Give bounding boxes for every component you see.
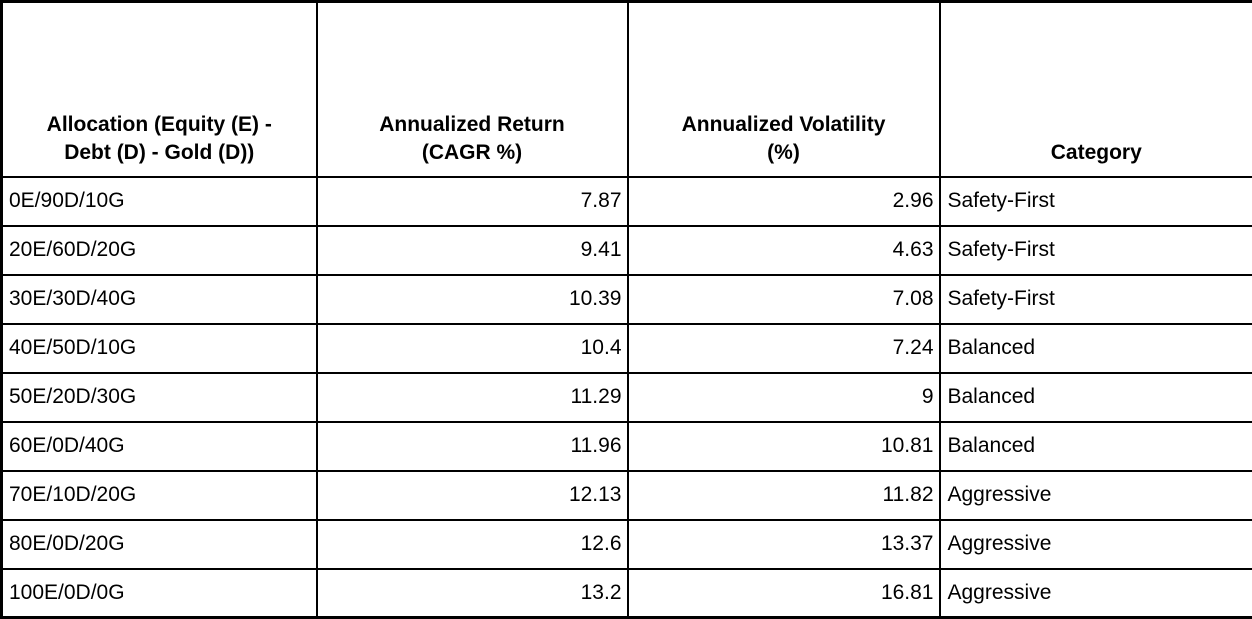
table-row: 70E/10D/20G 12.13 11.82 Aggressive	[2, 471, 1252, 520]
allocation-cell: 0E/90D/10G	[2, 177, 317, 226]
category-cell: Safety-First	[940, 275, 1252, 324]
table-row: 30E/30D/40G 10.39 7.08 Safety-First	[2, 275, 1252, 324]
table-row: 0E/90D/10G 7.87 2.96 Safety-First	[2, 177, 1252, 226]
annualized-return-cell: 10.39	[317, 275, 628, 324]
annualized-volatility-cell: 11.82	[628, 471, 940, 520]
category-cell: Balanced	[940, 324, 1252, 373]
table-row: 50E/20D/30G 11.29 9 Balanced	[2, 373, 1252, 422]
allocation-cell: 30E/30D/40G	[2, 275, 317, 324]
allocation-cell: 80E/0D/20G	[2, 520, 317, 569]
annualized-volatility-cell: 2.96	[628, 177, 940, 226]
header-line: Allocation (Equity (E) -	[9, 111, 310, 139]
annualized-volatility-cell: 13.37	[628, 520, 940, 569]
table-row: 100E/0D/0G 13.2 16.81 Aggressive	[2, 569, 1252, 618]
annualized-volatility-cell: 9	[628, 373, 940, 422]
annualized-return-cell: 9.41	[317, 226, 628, 275]
annualized-volatility-cell: 10.81	[628, 422, 940, 471]
table-row: 60E/0D/40G 11.96 10.81 Balanced	[2, 422, 1252, 471]
annualized-return-cell: 11.29	[317, 373, 628, 422]
allocation-cell: 40E/50D/10G	[2, 324, 317, 373]
annualized-return-cell: 12.13	[317, 471, 628, 520]
annualized-volatility-cell: 16.81	[628, 569, 940, 618]
annualized-return-cell: 7.87	[317, 177, 628, 226]
table-row: 40E/50D/10G 10.4 7.24 Balanced	[2, 324, 1252, 373]
allocation-cell: 50E/20D/30G	[2, 373, 317, 422]
header-line: Category	[947, 139, 1247, 167]
allocation-cell: 70E/10D/20G	[2, 471, 317, 520]
category-cell: Aggressive	[940, 471, 1252, 520]
header-line: Debt (D) - Gold (D))	[9, 139, 310, 167]
category-cell: Balanced	[940, 422, 1252, 471]
category-cell: Balanced	[940, 373, 1252, 422]
annualized-volatility-cell: 4.63	[628, 226, 940, 275]
annualized-volatility-cell: 7.08	[628, 275, 940, 324]
column-header-annualized-return: Annualized Return (CAGR %)	[317, 2, 628, 177]
table-row: 20E/60D/20G 9.41 4.63 Safety-First	[2, 226, 1252, 275]
header-line: (CAGR %)	[324, 139, 621, 167]
annualized-return-cell: 10.4	[317, 324, 628, 373]
header-row: Allocation (Equity (E) - Debt (D) - Gold…	[2, 2, 1252, 177]
category-cell: Safety-First	[940, 177, 1252, 226]
table-row: 80E/0D/20G 12.6 13.37 Aggressive	[2, 520, 1252, 569]
header-line: Annualized Volatility	[635, 111, 933, 139]
annualized-return-cell: 13.2	[317, 569, 628, 618]
category-cell: Aggressive	[940, 569, 1252, 618]
table-header: Allocation (Equity (E) - Debt (D) - Gold…	[2, 2, 1252, 177]
allocation-cell: 60E/0D/40G	[2, 422, 317, 471]
table-body: 0E/90D/10G 7.87 2.96 Safety-First 20E/60…	[2, 177, 1252, 618]
column-header-annualized-volatility: Annualized Volatility (%)	[628, 2, 940, 177]
annualized-return-cell: 11.96	[317, 422, 628, 471]
allocation-cell: 100E/0D/0G	[2, 569, 317, 618]
category-cell: Safety-First	[940, 226, 1252, 275]
column-header-allocation: Allocation (Equity (E) - Debt (D) - Gold…	[2, 2, 317, 177]
annualized-volatility-cell: 7.24	[628, 324, 940, 373]
annualized-return-cell: 12.6	[317, 520, 628, 569]
header-line: Annualized Return	[324, 111, 621, 139]
header-line: (%)	[635, 139, 933, 167]
allocation-cell: 20E/60D/20G	[2, 226, 317, 275]
category-cell: Aggressive	[940, 520, 1252, 569]
column-header-category: Category	[940, 2, 1252, 177]
